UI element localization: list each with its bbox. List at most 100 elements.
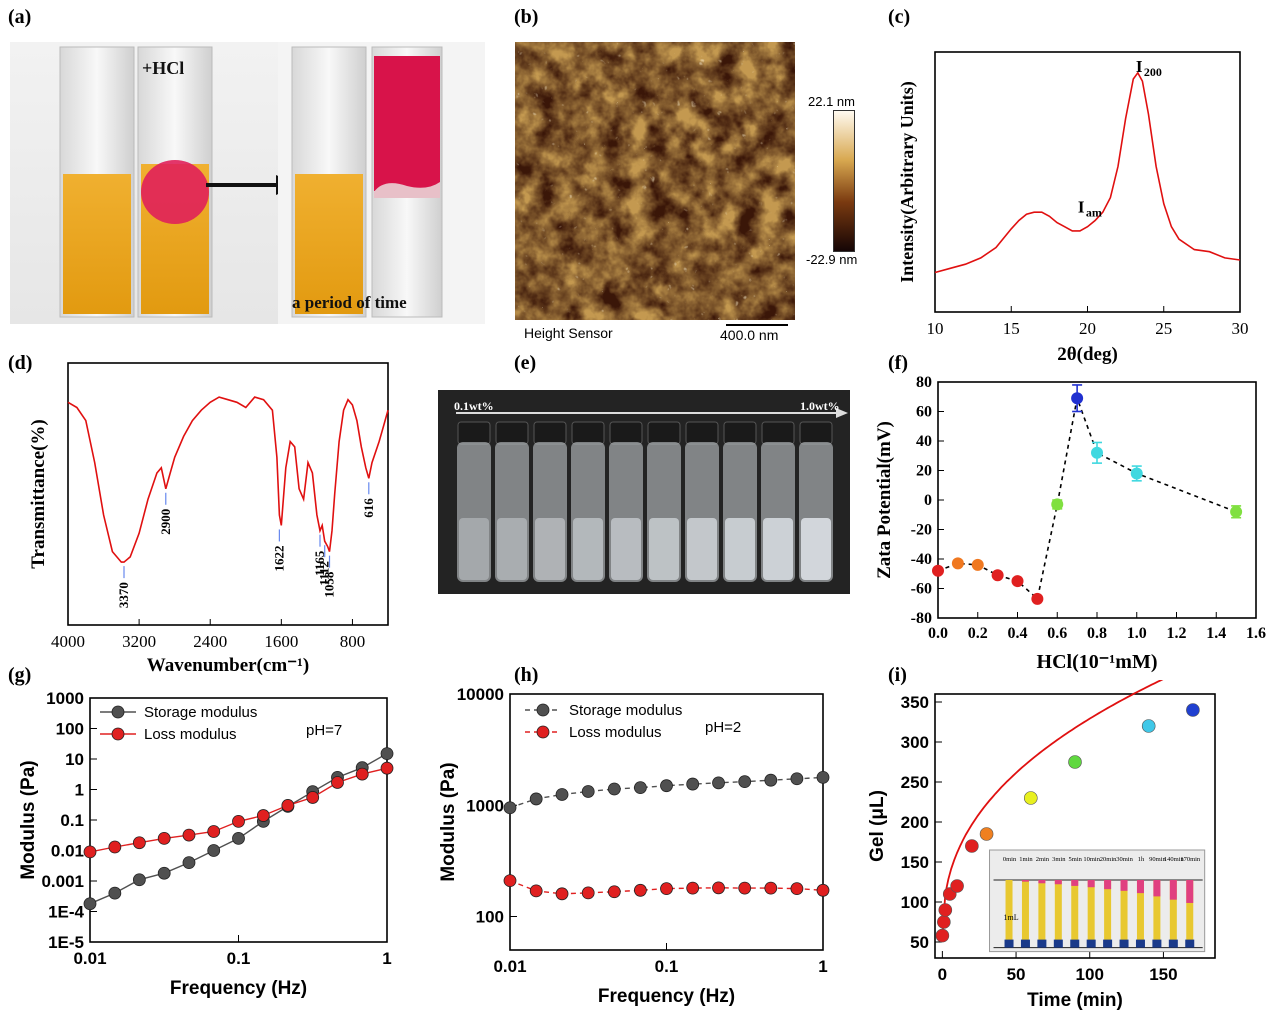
inset-gel — [1186, 880, 1194, 903]
zeta-point — [991, 569, 1004, 582]
vial-cap — [723, 421, 757, 445]
vial-cap — [647, 421, 681, 445]
y-tick-label: 80 — [916, 374, 932, 391]
x-tick-label: 100 — [1076, 965, 1104, 984]
xrd-series-line — [934, 71, 1241, 274]
x-tick-label: 150 — [1149, 965, 1177, 984]
y-axis-label: Zata Potential(mV) — [874, 421, 895, 579]
modulus-ph7-chart: 0.01 0.1 1 1E-5 1E-4 0.001 0.01 0.1 1 10 100 1000 St… — [18, 689, 394, 999]
period-caption: a period of time — [292, 293, 407, 312]
inset-tube — [1038, 880, 1046, 946]
series-point — [182, 828, 196, 842]
inset-gel — [1136, 880, 1144, 894]
gel-volume-chart: 0 50 100 150 50 100 150 200 250 300 350 0min 1min 2mi… — [867, 680, 1216, 1011]
x-tick-label: 10 — [927, 319, 944, 338]
x-tick-label: 0.2 — [968, 625, 988, 642]
x-tick-label: 0.6 — [1047, 625, 1067, 642]
gel-point — [937, 915, 951, 929]
y-tick-label: -60 — [911, 581, 932, 598]
series-point — [331, 776, 344, 789]
y-tick-label: 60 — [916, 404, 932, 421]
x-tick-label: 0.01 — [493, 957, 526, 976]
inset-gel — [1104, 880, 1112, 890]
y-tick-label: 350 — [901, 693, 929, 712]
cuvette-photo: +HCl a period of time — [10, 42, 485, 324]
inset-gel — [1054, 880, 1062, 885]
x-tick-label: 50 — [1007, 965, 1026, 984]
xrd-chart: 10 15 20 25 30 2θ(deg) Intensity(Arbitrary Uni… — [897, 51, 1249, 365]
panel-label-g: (g) — [8, 664, 32, 686]
inset-time-label: 1h — [1138, 856, 1145, 863]
inset-volume-label: 1mL — [1004, 913, 1019, 922]
zeta-point — [951, 557, 964, 570]
gel-point — [965, 839, 979, 853]
series-point — [108, 886, 122, 900]
series-point — [764, 881, 778, 895]
y-tick-label: 200 — [901, 813, 929, 832]
series-point — [83, 897, 97, 911]
y-tick-label: 1 — [75, 781, 84, 800]
inset-tube — [1071, 880, 1079, 946]
x-tick-label: 1.2 — [1167, 625, 1187, 642]
zeta-point — [1031, 592, 1044, 605]
vial-liquid — [725, 518, 755, 580]
vial-liquid — [535, 518, 565, 580]
inset-time-label: 90min — [1149, 856, 1166, 863]
series-point — [529, 884, 543, 898]
x-tick-label: 0.1 — [227, 949, 251, 968]
x-axis-label: 2θ(deg) — [1057, 344, 1118, 365]
series-point — [256, 809, 270, 822]
series-point — [555, 887, 569, 901]
y-tick-label: 100 — [476, 908, 504, 927]
series-point — [355, 767, 369, 781]
inset-cap — [1037, 939, 1047, 948]
peak-label-616: 616 — [361, 498, 376, 518]
height-sensor-label: Height Sensor — [524, 325, 613, 341]
legend-label: Storage modulus — [144, 704, 257, 721]
vial-glass — [495, 442, 529, 582]
vial-liquid — [763, 518, 793, 580]
inset-time-label: 0min — [1003, 856, 1017, 863]
y-tick-label: 10 — [65, 750, 84, 769]
inset-tube — [1153, 880, 1161, 946]
plot-frame — [934, 51, 1241, 313]
colorbar-max: 22.1 nm — [808, 94, 855, 109]
x-tick-label: 2400 — [193, 632, 227, 651]
series-point — [607, 782, 621, 796]
x-tick-label: 0.8 — [1087, 625, 1107, 642]
legend-label: Loss modulus — [144, 726, 237, 743]
series-point — [108, 840, 122, 854]
x-axis-label: Wavenumber(cm⁻¹) — [147, 655, 309, 676]
vial-glass — [457, 442, 491, 582]
ftir-series-line — [67, 396, 389, 563]
y-axis-label: Intensity(Arbitrary Units) — [897, 81, 918, 282]
inset-tube — [1021, 880, 1029, 946]
inset-cap — [1168, 939, 1178, 948]
inset-cap — [1135, 939, 1145, 948]
peak-label-1622: 1622 — [271, 545, 286, 571]
inset-cap — [1103, 939, 1113, 948]
panel-label-b: (b) — [514, 6, 539, 28]
zeta-chart: 0.0 0.2 0.4 0.6 0.8 1.0 1.2 1.4 1.6 -80 -60 -40 -20 0… — [874, 374, 1266, 673]
vial-liquid — [611, 518, 641, 580]
x-axis-label: Time (min) — [1027, 990, 1123, 1011]
series-point — [633, 883, 647, 897]
zeta-point — [1011, 575, 1024, 588]
gel-point — [979, 827, 994, 841]
vial-cap — [571, 421, 605, 445]
series-point — [738, 881, 752, 895]
afm-texture — [515, 42, 795, 320]
y-tick-label: 100 — [56, 720, 84, 739]
vial-liquid — [573, 518, 603, 580]
peak-annotation-200: I — [1136, 57, 1143, 76]
zeta-trend-line — [937, 395, 1237, 601]
conc-left-label: 0.1wt% — [454, 399, 494, 413]
colorbar — [833, 110, 855, 252]
inset-tube — [1005, 880, 1013, 946]
inset-tube — [1186, 880, 1194, 946]
y-tick-label: 0.1 — [60, 811, 84, 830]
scale-bar — [726, 324, 788, 326]
zeta-point — [1051, 498, 1064, 511]
y-tick-label: 20 — [916, 463, 932, 480]
x-tick-label: 30 — [1232, 319, 1249, 338]
